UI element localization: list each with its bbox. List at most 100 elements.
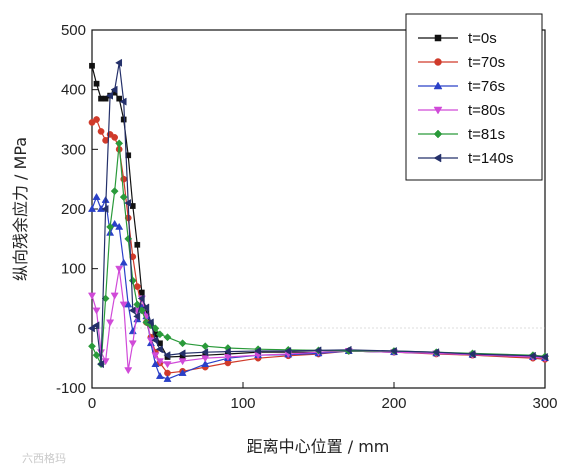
data-point: [432, 348, 440, 357]
legend-marker: [434, 34, 442, 42]
data-point: [133, 283, 141, 290]
data-point: [138, 289, 145, 296]
data-point: [155, 358, 164, 366]
legend-item: t=76s: [418, 78, 505, 95]
data-point: [106, 222, 115, 231]
data-point: [133, 312, 141, 321]
data-point: [116, 95, 123, 102]
series-t=140s: [87, 58, 548, 369]
data-point: [110, 187, 119, 196]
x-axis: 0 100 200 300: [88, 382, 558, 412]
legend-item: t=81s: [418, 126, 505, 143]
data-point: [163, 361, 172, 369]
legend-marker: [433, 129, 443, 139]
data-point: [110, 292, 119, 300]
x-tick-label: 300: [532, 395, 557, 412]
data-point: [110, 219, 119, 227]
y-tick-label: 200: [61, 201, 86, 218]
data-point: [124, 367, 133, 375]
x-tick-label: 0: [88, 395, 96, 412]
series-t=80s: [87, 265, 550, 375]
legend-label: t=80s: [468, 102, 505, 119]
data-point: [128, 276, 137, 285]
data-point: [96, 360, 104, 369]
data-point: [106, 91, 113, 100]
data-point: [97, 128, 105, 135]
data-point: [89, 62, 95, 69]
y-tick-label: 400: [61, 82, 86, 99]
y-axis: -100 0 100 200 300 400 500: [56, 22, 98, 397]
legend-marker: [433, 106, 443, 115]
data-point: [101, 204, 109, 214]
data-point: [88, 342, 96, 351]
data-point: [115, 222, 124, 230]
data-point: [119, 301, 128, 309]
data-point: [124, 198, 132, 208]
data-point: [115, 265, 124, 273]
data-point: [151, 324, 160, 333]
data-point: [223, 354, 232, 362]
data-point: [106, 319, 115, 327]
data-point: [142, 303, 150, 312]
x-tick-label: 100: [230, 395, 255, 412]
data-point: [133, 300, 142, 309]
data-point: [155, 371, 164, 379]
data-point: [178, 349, 186, 358]
y-tick-label: 500: [61, 22, 86, 39]
data-point: [389, 346, 397, 356]
data-point: [92, 321, 100, 330]
data-point: [344, 345, 352, 354]
data-point: [528, 351, 536, 360]
y-tick-label: 0: [78, 320, 86, 337]
legend-box: [405, 13, 543, 181]
legend-label: t=140s: [468, 150, 513, 167]
data-point: [151, 336, 159, 345]
data-point: [87, 292, 97, 300]
data-point: [468, 349, 476, 359]
y-tick-label: 100: [61, 261, 86, 278]
data-point: [540, 352, 548, 362]
legend-item: t=70s: [418, 54, 505, 71]
legend-label: t=76s: [468, 78, 505, 95]
legend-item: t=80s: [418, 102, 505, 119]
data-point: [119, 258, 128, 266]
data-point: [111, 134, 119, 141]
legend: t=0s t=70s t=76s t=80s t=81s t=140s: [405, 13, 543, 181]
data-point: [284, 346, 292, 356]
data-point: [102, 95, 109, 102]
data-point: [314, 346, 322, 355]
data-point: [124, 300, 133, 308]
data-point: [137, 294, 145, 303]
data-point: [93, 80, 100, 87]
legend-label: t=0s: [468, 30, 497, 47]
data-point: [92, 192, 101, 200]
data-point: [163, 374, 172, 382]
data-point: [155, 330, 164, 339]
data-point: [223, 347, 231, 356]
data-point: [92, 351, 101, 360]
legend-label: t=81s: [468, 126, 505, 143]
legend-item: t=0s: [418, 30, 497, 47]
legend-item: t=140s: [418, 150, 513, 167]
data-point: [254, 346, 261, 356]
data-point: [134, 241, 141, 248]
data-point: [92, 307, 101, 315]
data-point: [87, 324, 95, 333]
data-point: [163, 351, 171, 360]
data-point: [128, 340, 137, 348]
legend-label: t=70s: [468, 54, 505, 71]
series-layer: [87, 58, 550, 382]
data-point: [201, 355, 210, 363]
data-point: [115, 139, 124, 148]
data-point: [115, 58, 123, 67]
x-tick-label: 200: [381, 395, 406, 412]
legend-marker: [433, 81, 443, 90]
data-point: [178, 358, 187, 366]
data-point: [155, 345, 163, 354]
legend-marker: [434, 58, 442, 66]
data-point: [142, 318, 151, 327]
data-point: [128, 306, 136, 315]
data-point: [151, 360, 160, 367]
data-point: [201, 360, 210, 367]
data-point: [146, 318, 154, 327]
